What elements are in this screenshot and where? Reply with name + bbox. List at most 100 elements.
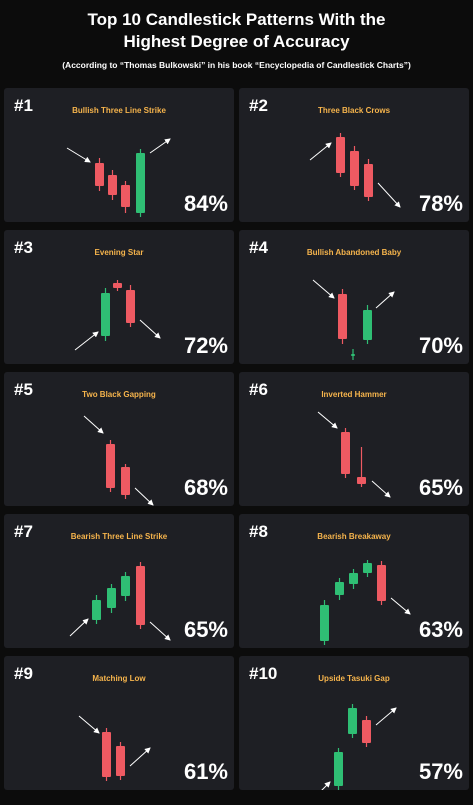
bearish-candle xyxy=(116,742,125,780)
pattern-name: Bearish Three Line Strike xyxy=(70,532,168,541)
pattern-card: #10 Upside Tasuki Gap 57% xyxy=(239,656,469,790)
candlestick-chart xyxy=(309,133,401,208)
bullish-candle xyxy=(335,578,344,600)
pattern-accuracy: 70% xyxy=(418,333,463,358)
trend-arrow xyxy=(69,618,89,637)
bearish-candle xyxy=(362,716,371,747)
bullish-candle xyxy=(92,595,101,624)
pattern-name: Bullish Three Line Strike xyxy=(72,106,166,115)
candlestick-chart xyxy=(78,715,151,781)
trend-arrow xyxy=(129,747,151,767)
pattern-name: Matching Low xyxy=(92,674,146,683)
pattern-name: Two Black Gapping xyxy=(82,390,156,399)
page-subtitle: (According to “Thomas Bulkowski” in his … xyxy=(62,60,411,70)
pattern-rank: #2 xyxy=(249,96,268,115)
trend-arrow xyxy=(371,480,391,498)
bullish-candle xyxy=(334,748,343,790)
bullish-candle xyxy=(351,349,355,360)
bearish-candle xyxy=(377,561,386,605)
trend-arrow xyxy=(317,411,338,429)
pattern-accuracy: 72% xyxy=(183,333,228,358)
bearish-candle xyxy=(95,158,104,191)
pattern-accuracy: 57% xyxy=(418,759,463,784)
candlestick-chart xyxy=(74,280,161,351)
bearish-candle xyxy=(126,285,135,327)
bullish-candle xyxy=(348,704,357,738)
candlestick-chart xyxy=(69,562,171,641)
bearish-candle xyxy=(102,728,111,781)
pattern-accuracy: 63% xyxy=(418,617,463,642)
pattern-accuracy: 78% xyxy=(418,191,463,216)
bearish-candle xyxy=(350,146,359,190)
bullish-candle xyxy=(363,560,372,577)
candlestick-chart xyxy=(321,704,397,790)
candlestick-chart xyxy=(66,138,171,217)
bearish-candle xyxy=(364,159,373,201)
pattern-accuracy: 84% xyxy=(183,191,228,216)
bullish-candle xyxy=(121,572,130,601)
trend-arrow xyxy=(66,147,91,163)
pattern-name: Three Black Crows xyxy=(317,106,391,115)
pattern-card: #8 Bearish Breakaway 63% xyxy=(239,514,469,648)
trend-arrow xyxy=(312,279,335,299)
pattern-card: #4 Bullish Abandoned Baby 70% xyxy=(239,230,469,364)
pattern-card: #2 Three Black Crows 78% xyxy=(239,88,469,222)
bearish-candle xyxy=(136,562,145,629)
pattern-name: Bearish Breakaway xyxy=(317,532,391,541)
bullish-candle xyxy=(320,600,329,645)
pattern-card: #1 Bullish Three Line Strike 84% xyxy=(4,88,234,222)
trend-arrow xyxy=(139,319,161,339)
pattern-accuracy: 65% xyxy=(183,617,228,642)
trend-arrow xyxy=(78,715,100,734)
bullish-candle xyxy=(136,149,145,217)
trend-arrow xyxy=(321,781,331,790)
trend-arrow xyxy=(390,597,411,615)
trend-arrow xyxy=(309,142,332,161)
pattern-rank: #8 xyxy=(249,522,268,541)
pattern-card: #9 Matching Low 61% xyxy=(4,656,234,790)
pattern-card: #3 Evening Star 72% xyxy=(4,230,234,364)
candlestick-chart xyxy=(83,415,154,506)
bullish-candle xyxy=(101,288,110,341)
pattern-name: Evening Star xyxy=(94,248,144,257)
trend-arrow xyxy=(149,138,171,154)
pattern-rank: #6 xyxy=(249,380,268,399)
candlestick-chart xyxy=(320,560,411,645)
header: Top 10 Candlestick Patterns With the Hig… xyxy=(0,0,473,80)
bearish-candle xyxy=(357,447,366,487)
pattern-accuracy: 68% xyxy=(183,475,228,500)
pattern-accuracy: 65% xyxy=(418,475,463,500)
bullish-candle xyxy=(363,305,372,344)
pattern-rank: #10 xyxy=(249,664,278,683)
trend-arrow xyxy=(74,331,99,351)
pattern-rank: #7 xyxy=(14,522,33,541)
trend-arrow xyxy=(83,415,104,434)
bearish-candle xyxy=(108,170,117,200)
bearish-candle xyxy=(338,289,347,344)
pattern-rank: #3 xyxy=(14,238,33,257)
page-title-line-2: Highest Degree of Accuracy xyxy=(123,32,350,51)
pattern-rank: #5 xyxy=(14,380,33,399)
page-title-line-1: Top 10 Candlestick Patterns With the xyxy=(87,10,386,29)
trend-arrow xyxy=(149,621,171,641)
pattern-card: #5 Two Black Gapping 68% xyxy=(4,372,234,506)
trend-arrow xyxy=(375,707,397,726)
pattern-name: Inverted Hammer xyxy=(321,390,387,399)
bearish-candle xyxy=(336,133,345,177)
pattern-accuracy: 61% xyxy=(183,759,228,784)
bearish-candle xyxy=(113,280,122,291)
bearish-candle xyxy=(121,181,130,213)
trend-arrow xyxy=(377,182,401,208)
pattern-rank: #9 xyxy=(14,664,33,683)
trend-arrow xyxy=(375,291,395,309)
bullish-candle xyxy=(349,569,358,589)
pattern-card: #7 Bearish Three Line Strike 65% xyxy=(4,514,234,648)
pattern-rank: #1 xyxy=(14,96,33,115)
candlestick-chart xyxy=(317,411,391,498)
pattern-name: Upside Tasuki Gap xyxy=(318,674,390,683)
pattern-card: #6 Inverted Hammer 65% xyxy=(239,372,469,506)
trend-arrow xyxy=(134,487,154,506)
pattern-name: Bullish Abandoned Baby xyxy=(306,248,402,257)
bullish-candle xyxy=(107,584,116,613)
pattern-rank: #4 xyxy=(249,238,268,257)
